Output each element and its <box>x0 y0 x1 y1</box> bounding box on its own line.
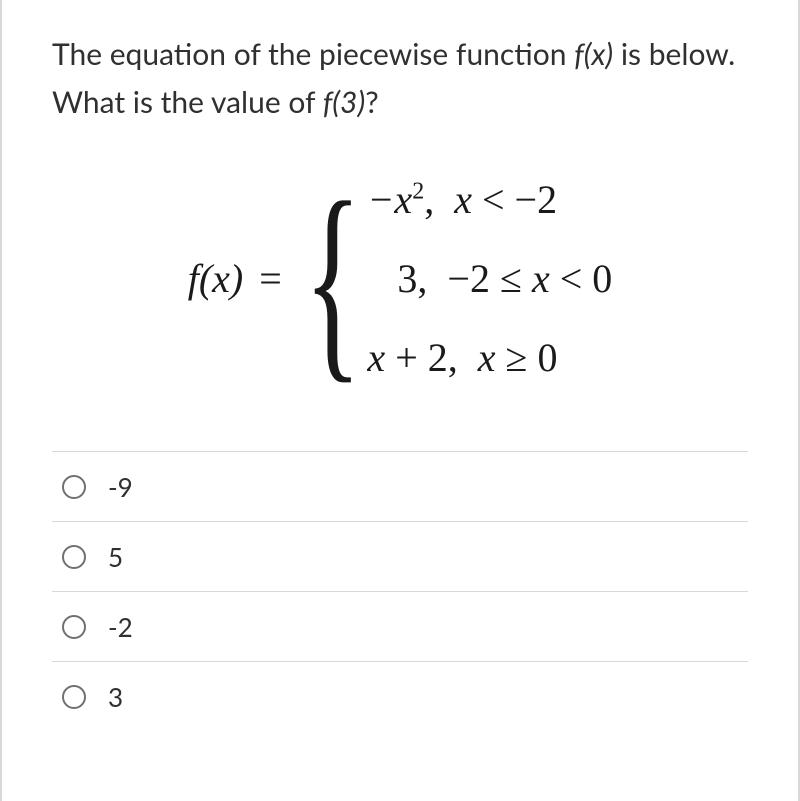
question-suffix: ? <box>365 84 378 120</box>
option-label: -2 <box>108 611 133 643</box>
option-label: 3 <box>108 681 123 713</box>
question-prefix: The equation of the piecewise function <box>52 36 574 72</box>
options-list: -9 5 -2 3 <box>52 451 748 731</box>
equation-lhs: f(x) <box>188 255 244 302</box>
piece-2: 3, −2 ≤ x < 0 <box>367 255 612 302</box>
question-fx: f(x) <box>574 36 613 72</box>
option-4[interactable]: 3 <box>52 661 748 731</box>
question-card: The equation of the piecewise function f… <box>0 0 800 801</box>
radio-icon[interactable] <box>62 615 86 639</box>
question-f3: f(3) <box>323 84 366 120</box>
option-label: -9 <box>108 471 133 503</box>
piece-3: x + 2, x ≥ 0 <box>367 334 612 381</box>
option-2[interactable]: 5 <box>52 521 748 591</box>
brace-wrap: { −x2, x < −2 3, −2 ≤ x < 0 x + 2, x ≥ 0 <box>290 176 612 381</box>
radio-icon[interactable] <box>62 685 86 709</box>
question-text: The equation of the piecewise function f… <box>52 30 748 126</box>
piece-1: −x2, x < −2 <box>367 176 612 223</box>
piecewise-pieces: −x2, x < −2 3, −2 ≤ x < 0 x + 2, x ≥ 0 <box>367 176 612 381</box>
option-1[interactable]: -9 <box>52 451 748 521</box>
option-3[interactable]: -2 <box>52 591 748 661</box>
radio-icon[interactable] <box>62 545 86 569</box>
equation-area: f(x) = { −x2, x < −2 3, −2 ≤ x < 0 x + 2… <box>52 176 748 381</box>
equation-equals: = <box>259 255 282 302</box>
left-brace: { <box>304 180 362 378</box>
radio-icon[interactable] <box>62 475 86 499</box>
equation-row: f(x) = { −x2, x < −2 3, −2 ≤ x < 0 x + 2… <box>188 176 613 381</box>
option-label: 5 <box>108 541 123 573</box>
